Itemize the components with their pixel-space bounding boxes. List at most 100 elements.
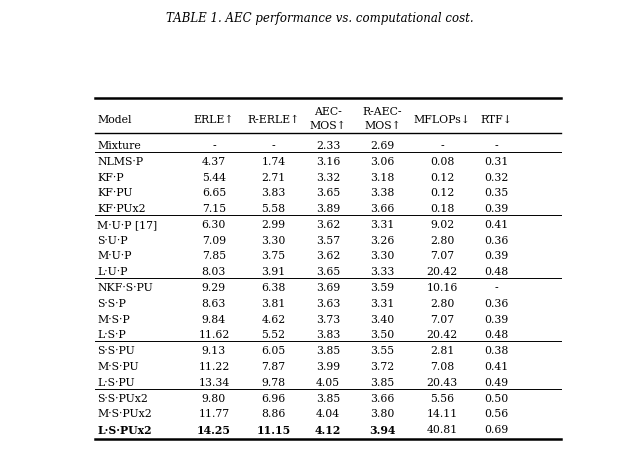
Text: NKF·S·PU: NKF·S·PU [97, 282, 153, 292]
Text: 1.74: 1.74 [261, 157, 285, 167]
Text: 3.59: 3.59 [371, 282, 395, 292]
Text: 7.87: 7.87 [261, 361, 285, 371]
Text: M·U·P: M·U·P [97, 251, 132, 261]
Text: MOS↑: MOS↑ [364, 121, 401, 131]
Text: 9.78: 9.78 [261, 377, 285, 387]
Text: 7.07: 7.07 [430, 314, 454, 324]
Text: 9.13: 9.13 [202, 346, 226, 356]
Text: 2.80: 2.80 [430, 298, 454, 308]
Text: ERLE↑: ERLE↑ [194, 114, 234, 124]
Text: 4.37: 4.37 [202, 157, 226, 167]
Text: 2.80: 2.80 [430, 235, 454, 245]
Text: 9.29: 9.29 [202, 282, 226, 292]
Text: M·S·PU: M·S·PU [97, 361, 139, 371]
Text: 11.22: 11.22 [198, 361, 230, 371]
Text: 20.42: 20.42 [426, 330, 458, 340]
Text: R-AEC-: R-AEC- [363, 106, 403, 116]
Text: M·S·P: M·S·P [97, 314, 130, 324]
Text: 3.31: 3.31 [371, 219, 395, 229]
Text: 2.69: 2.69 [371, 140, 395, 150]
Text: 0.39: 0.39 [484, 314, 509, 324]
Text: 3.91: 3.91 [261, 267, 285, 277]
Text: 0.36: 0.36 [484, 235, 509, 245]
Text: M·S·PUx2: M·S·PUx2 [97, 408, 152, 418]
Text: -: - [271, 140, 275, 150]
Text: L·S·PU: L·S·PU [97, 377, 135, 387]
Text: 3.16: 3.16 [316, 157, 340, 167]
Text: 6.65: 6.65 [202, 188, 226, 198]
Text: 0.39: 0.39 [484, 251, 509, 261]
Text: 0.48: 0.48 [484, 330, 509, 340]
Text: 14.11: 14.11 [426, 408, 458, 418]
Text: -: - [495, 282, 499, 292]
Text: 4.62: 4.62 [261, 314, 285, 324]
Text: 9.02: 9.02 [430, 219, 454, 229]
Text: 7.07: 7.07 [430, 251, 454, 261]
Text: 5.52: 5.52 [261, 330, 285, 340]
Text: 0.50: 0.50 [484, 393, 509, 403]
Text: 3.85: 3.85 [316, 393, 340, 403]
Text: 8.63: 8.63 [202, 298, 226, 308]
Text: L·S·P: L·S·P [97, 330, 126, 340]
Text: 3.30: 3.30 [371, 251, 395, 261]
Text: M·U·P [17]: M·U·P [17] [97, 219, 157, 229]
Text: 0.49: 0.49 [484, 377, 509, 387]
Text: 3.75: 3.75 [261, 251, 285, 261]
Text: 3.66: 3.66 [371, 204, 395, 214]
Text: 8.03: 8.03 [202, 267, 226, 277]
Text: Model: Model [97, 114, 132, 124]
Text: 3.80: 3.80 [371, 408, 395, 418]
Text: 3.65: 3.65 [316, 188, 340, 198]
Text: 5.44: 5.44 [202, 172, 226, 182]
Text: 0.41: 0.41 [484, 219, 509, 229]
Text: S·U·P: S·U·P [97, 235, 128, 245]
Text: -: - [495, 140, 499, 150]
Text: 5.58: 5.58 [261, 204, 285, 214]
Text: 3.62: 3.62 [316, 219, 340, 229]
Text: 4.05: 4.05 [316, 377, 340, 387]
Text: L·U·P: L·U·P [97, 267, 128, 277]
Text: 0.32: 0.32 [484, 172, 509, 182]
Text: 3.81: 3.81 [261, 298, 285, 308]
Text: 0.36: 0.36 [484, 298, 509, 308]
Text: 4.04: 4.04 [316, 408, 340, 418]
Text: 3.66: 3.66 [371, 393, 395, 403]
Text: L·S·PUx2: L·S·PUx2 [97, 424, 152, 435]
Text: S·S·PU: S·S·PU [97, 346, 135, 356]
Text: 4.12: 4.12 [315, 424, 341, 435]
Text: 3.72: 3.72 [371, 361, 395, 371]
Text: 20.42: 20.42 [426, 267, 458, 277]
Text: 3.85: 3.85 [316, 346, 340, 356]
Text: -: - [440, 140, 444, 150]
Text: 0.69: 0.69 [484, 424, 509, 434]
Text: 2.99: 2.99 [261, 219, 285, 229]
Text: 20.43: 20.43 [426, 377, 458, 387]
Text: R-ERLE↑: R-ERLE↑ [247, 114, 300, 124]
Text: 7.15: 7.15 [202, 204, 226, 214]
Text: MOS↑: MOS↑ [310, 121, 346, 131]
Text: 3.65: 3.65 [316, 267, 340, 277]
Text: KF·PU: KF·PU [97, 188, 133, 198]
Text: RTF↓: RTF↓ [481, 114, 513, 124]
Text: 0.41: 0.41 [484, 361, 509, 371]
Text: 0.12: 0.12 [430, 172, 454, 182]
Text: S·S·P: S·S·P [97, 298, 126, 308]
Text: 3.83: 3.83 [261, 188, 285, 198]
Text: 2.33: 2.33 [316, 140, 340, 150]
Text: 11.15: 11.15 [256, 424, 291, 435]
Text: 2.71: 2.71 [261, 172, 285, 182]
Text: 0.56: 0.56 [484, 408, 509, 418]
Text: 0.08: 0.08 [430, 157, 454, 167]
Text: AEC-: AEC- [314, 106, 342, 116]
Text: 8.86: 8.86 [261, 408, 285, 418]
Text: Mixture: Mixture [97, 140, 141, 150]
Text: S·S·PUx2: S·S·PUx2 [97, 393, 148, 403]
Text: 3.62: 3.62 [316, 251, 340, 261]
Text: 6.96: 6.96 [261, 393, 285, 403]
Text: 3.57: 3.57 [316, 235, 340, 245]
Text: 0.12: 0.12 [430, 188, 454, 198]
Text: 3.73: 3.73 [316, 314, 340, 324]
Text: 7.09: 7.09 [202, 235, 226, 245]
Text: 0.35: 0.35 [484, 188, 509, 198]
Text: 6.30: 6.30 [202, 219, 226, 229]
